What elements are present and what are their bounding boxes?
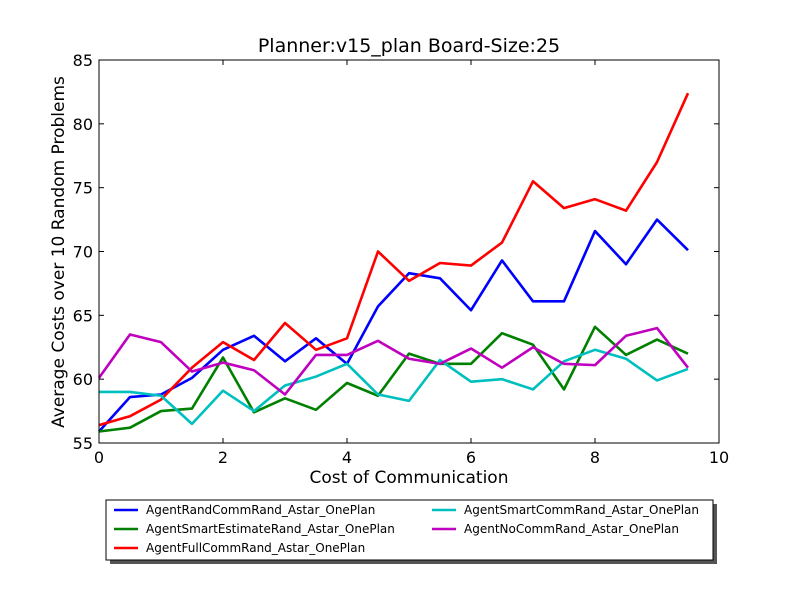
y-tick-label: 85 — [73, 51, 93, 70]
x-tick-label: 4 — [342, 448, 352, 467]
x-axis-title: Cost of Communication — [310, 468, 509, 488]
x-tick-label: 10 — [709, 448, 729, 467]
legend-label-3: AgentFullCommRand_Astar_OnePlan — [146, 541, 365, 555]
legend-box — [105, 499, 714, 561]
plot-area: 0 2 4 6 8 10 55 60 65 70 75 80 85 — [73, 51, 730, 467]
legend: AgentRandCommRand_Astar_OnePlan AgentSmar… — [105, 499, 717, 564]
series-line-2 — [98, 325, 689, 433]
legend-label-4: AgentSmartCommRand_Astar_OnePlan — [464, 503, 699, 517]
y-tick-label: 75 — [73, 179, 93, 198]
x-tick-label: 2 — [218, 448, 228, 467]
chart-title: Planner:v15_plan Board-Size:25 — [258, 35, 560, 57]
legend-label-1: AgentRandCommRand_Astar_OnePlan — [146, 503, 375, 517]
legend-label-2: AgentSmartEstimateRand_Astar_OnePlan — [146, 522, 395, 536]
series-line-4 — [99, 348, 689, 426]
y-tick-label: 60 — [73, 370, 93, 389]
series-line-3 — [98, 92, 690, 427]
x-tick-label: 6 — [466, 448, 476, 467]
series-line-1 — [98, 218, 689, 433]
y-tick-label: 55 — [73, 434, 93, 453]
x-tick-label: 8 — [590, 448, 600, 467]
x-tick-label: 0 — [94, 448, 104, 467]
series-line-5 — [97, 326, 690, 396]
legend-label-5: AgentNoCommRand_Astar_OnePlan — [464, 522, 679, 536]
y-tick-label: 70 — [73, 243, 93, 262]
y-tick-label: 65 — [73, 306, 93, 325]
y-axis-title: Average Costs over 10 Random Problems — [49, 76, 69, 428]
y-tick-label: 80 — [73, 115, 93, 134]
